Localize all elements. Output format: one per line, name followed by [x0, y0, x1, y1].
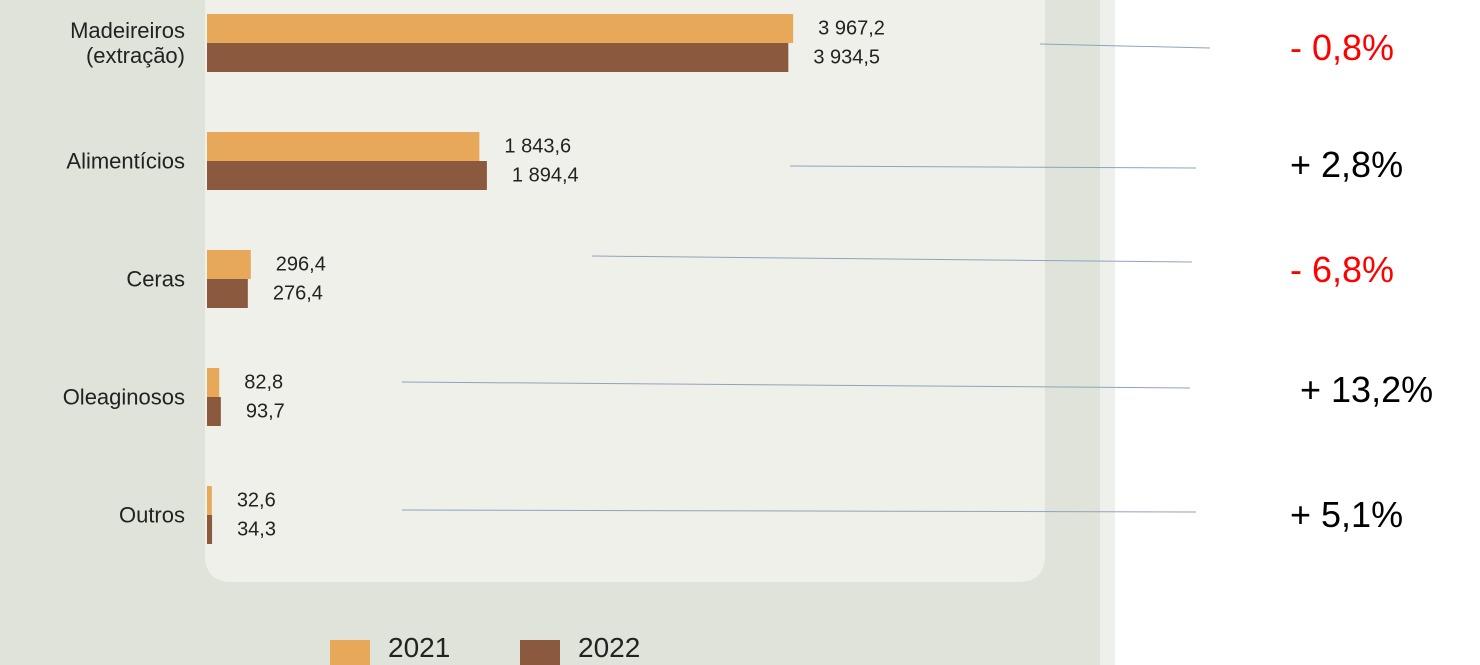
value-label: 34,3: [237, 518, 276, 540]
bar: [207, 486, 212, 515]
connector: [401, 381, 1191, 389]
connectors: [401, 43, 1211, 513]
value-label: 32,6: [236, 489, 276, 511]
value-label: 276,4: [272, 282, 323, 304]
bar: [207, 279, 248, 308]
connector: [591, 255, 1193, 263]
annotation: + 2,8%: [1290, 144, 1404, 185]
value-label: 93,7: [245, 400, 285, 422]
category-label: Ceras: [126, 266, 185, 292]
value-label: 1 894,4: [511, 164, 579, 186]
bar: [207, 515, 213, 544]
legend-label: 2021: [388, 632, 451, 663]
connector: [1039, 43, 1211, 49]
bar: [207, 14, 794, 43]
bar: [207, 250, 251, 279]
legend-label: 2022: [578, 632, 641, 663]
value-label: 3 967,2: [818, 17, 885, 39]
value-label: 1 843,6: [504, 135, 572, 157]
annotation: - 0,8%: [1290, 27, 1395, 68]
category-label: Madeireiros (extração): [70, 18, 185, 68]
inner-panel: [205, 0, 1045, 582]
value-label: 82,8: [244, 371, 284, 393]
legend-swatch: [520, 640, 560, 665]
annotation: + 13,2%: [1300, 369, 1434, 410]
category-label: Alimentícios: [66, 148, 185, 174]
divider: [1100, 0, 1115, 665]
bar: [207, 368, 220, 397]
bar: [207, 43, 789, 72]
value-label: 3 934,5: [813, 46, 881, 68]
connector: [789, 165, 1197, 169]
value-label: 296,4: [275, 253, 326, 275]
category-label: Outros: [118, 502, 185, 528]
bar: [207, 161, 487, 190]
annotation: - 6,8%: [1290, 249, 1395, 290]
annotation: + 5,1%: [1290, 494, 1404, 535]
legend-swatch: [330, 640, 370, 665]
bar: [207, 132, 480, 161]
category-label: Oleaginosos: [62, 384, 185, 410]
bar: [207, 397, 221, 426]
connector: [401, 509, 1197, 513]
